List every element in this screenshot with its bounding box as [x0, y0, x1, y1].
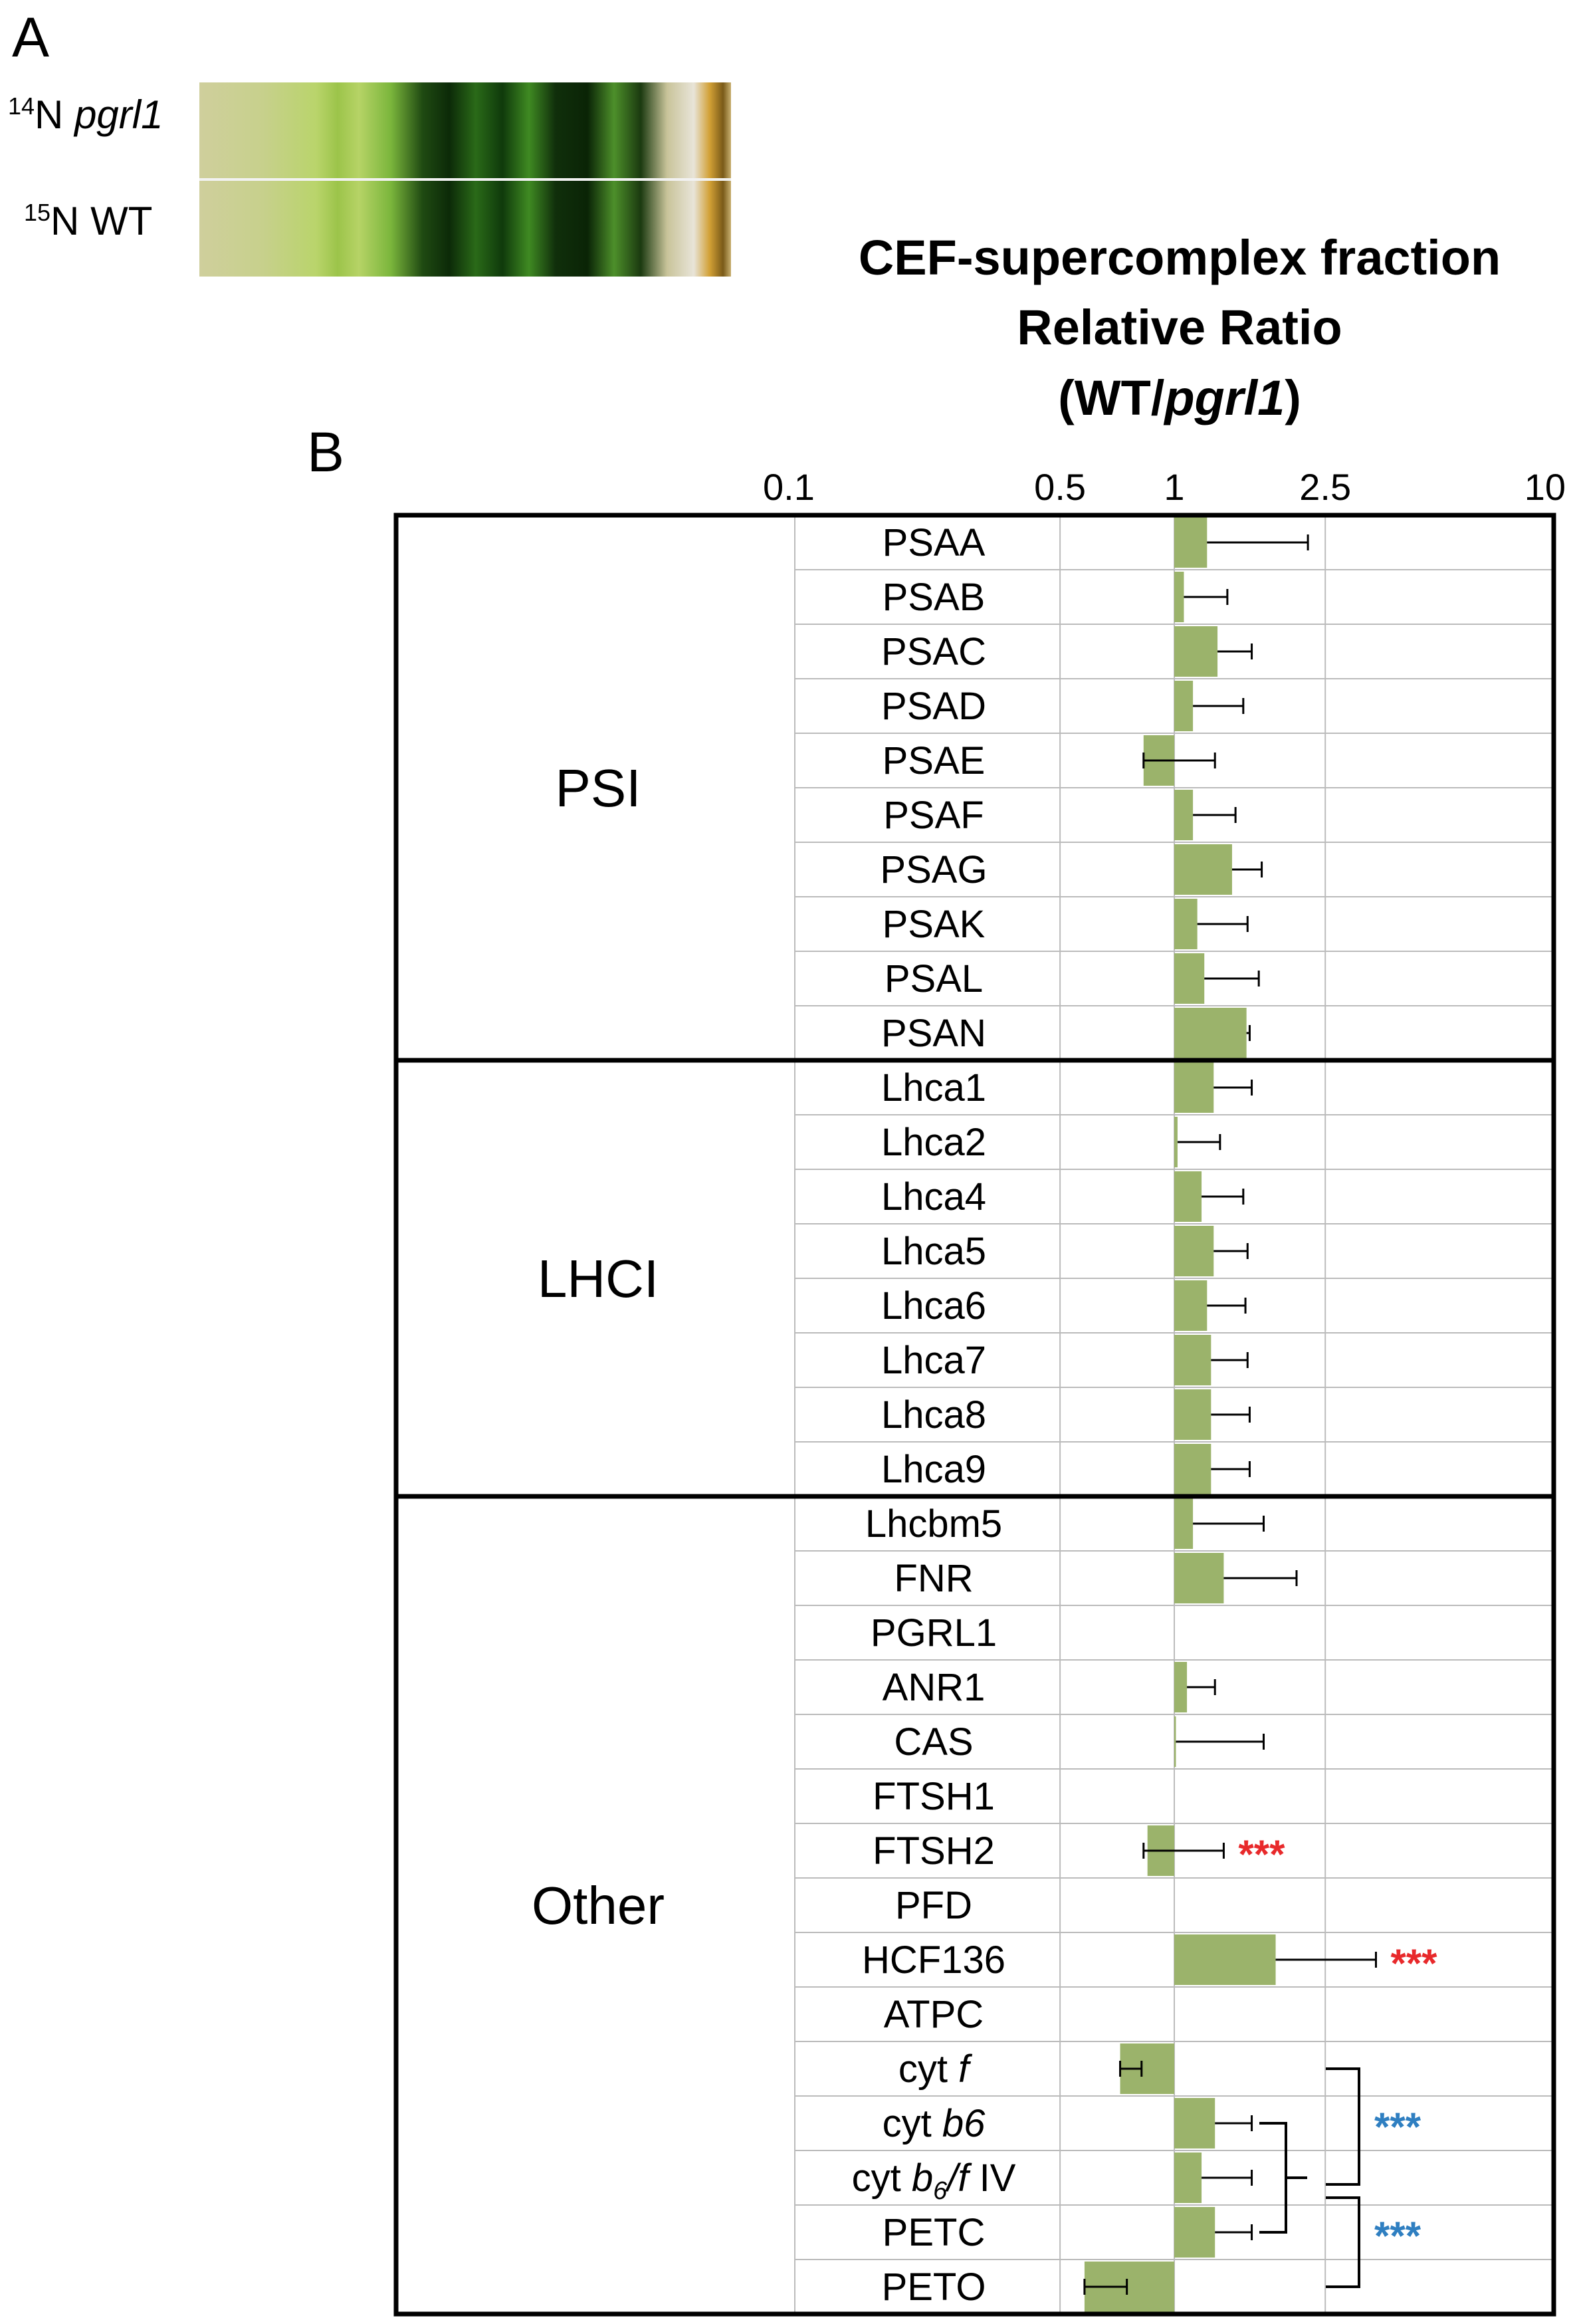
row-label: PSAN [881, 1012, 986, 1055]
x-tick-label: 1 [1164, 466, 1184, 508]
x-tick-label: 10 [1524, 466, 1566, 508]
bar [1174, 2152, 1202, 2203]
genotype-label: WT [90, 199, 153, 243]
row-label: ANR1 [883, 1666, 986, 1709]
row-label: PSAE [883, 739, 986, 782]
bar [1174, 1280, 1208, 1331]
row-label: PSAD [881, 685, 986, 728]
bar [1174, 1117, 1178, 1167]
row-label: Lhcbm5 [865, 1502, 1002, 1546]
row-label: ATPC [884, 1993, 984, 2036]
bracket-upper [1326, 2067, 1360, 2186]
row-label: CAS [894, 1720, 973, 1764]
row-label: PSAC [881, 630, 986, 673]
bar [1174, 953, 1205, 1004]
row-label: Lhca2 [881, 1121, 986, 1164]
chart-title-line3: (WT/pgrl1) [784, 370, 1575, 426]
row-label: PSAK [883, 903, 986, 946]
gel-lane-label-top: 14N pgrl1 [8, 92, 163, 138]
bar [1174, 1553, 1224, 1603]
group-label: Other [532, 1876, 665, 1935]
panel-a-letter: A [12, 6, 50, 68]
chart-title-line2: Relative Ratio [1017, 300, 1342, 355]
bar [1174, 844, 1232, 895]
row-label: Lhca4 [881, 1175, 986, 1219]
row-label: PSAL [885, 957, 983, 1000]
title-italic: pgrl1 [1164, 370, 1285, 425]
significance-stars-blue: *** [1374, 2214, 1421, 2258]
significance-stars: *** [1390, 1941, 1437, 1986]
row-label: Lhca8 [881, 1393, 986, 1437]
bar [1174, 681, 1194, 731]
row-label: Lhca7 [881, 1339, 986, 1382]
significance-stars-blue: *** [1374, 2105, 1421, 2149]
isotope-element: N [51, 199, 80, 243]
row-label: cyt b6/f IV [852, 2156, 1016, 2205]
row-label: FNR [894, 1557, 973, 1600]
group-label: PSI [556, 758, 641, 818]
gel-divider [199, 178, 731, 181]
group-frame [393, 1494, 1556, 2317]
row-label: PETO [882, 2266, 986, 2309]
row-label: PGRL1 [871, 1611, 997, 1655]
row-label: cyt f [898, 2047, 973, 2091]
row-label: FTSH2 [873, 1829, 995, 1873]
isotope-superscript: 15 [24, 199, 51, 226]
bar [1174, 2207, 1215, 2258]
bar [1174, 1444, 1211, 1494]
row-label: cyt b6 [883, 2102, 986, 2145]
bar [1174, 899, 1198, 949]
gel-lane-label-bottom: 15N WT [24, 198, 152, 244]
bar [1174, 1934, 1276, 1985]
chart-title-line1: CEF-supercomplex fraction [858, 230, 1501, 285]
panel-b-letter: B [307, 421, 345, 483]
title-prefix: (WT/ [1058, 370, 1165, 425]
isotope-superscript: 14 [8, 92, 35, 120]
row-label: HCF136 [862, 1938, 1005, 1982]
isotope-element: N [35, 92, 64, 137]
row-label: PSAG [880, 848, 987, 891]
title-suffix: ) [1285, 370, 1301, 425]
genotype-label: pgrl1 [74, 92, 163, 137]
bar [1174, 1335, 1211, 1385]
bar [1174, 626, 1218, 677]
bar [1174, 1498, 1194, 1549]
bar [1174, 1008, 1247, 1058]
row-label: Lhca1 [881, 1066, 986, 1109]
gel-image [199, 82, 731, 178]
row-label: Lhca5 [881, 1230, 986, 1273]
gel-strip-wt [199, 181, 731, 277]
bar [1174, 2098, 1215, 2149]
bracket-inner [1259, 2122, 1287, 2234]
row-label: PSAF [883, 794, 984, 837]
row-label: Lhca6 [881, 1284, 986, 1328]
bar [1174, 1171, 1202, 1222]
x-tick-label: 0.1 [763, 466, 815, 508]
bar [1174, 790, 1194, 840]
x-tick-label: 2.5 [1299, 466, 1351, 508]
gel-strip-pgrl1 [199, 82, 731, 178]
bar [1174, 1226, 1214, 1276]
group-label: LHCI [538, 1249, 659, 1308]
bar [1174, 517, 1208, 568]
row-label: PSAB [883, 576, 986, 619]
row-label: Lhca9 [881, 1448, 986, 1491]
row-label: PETC [883, 2211, 986, 2254]
significance-stars: *** [1238, 1832, 1285, 1877]
row-label: FTSH1 [873, 1775, 995, 1818]
bar [1174, 572, 1184, 622]
bar [1174, 1062, 1214, 1113]
bar [1174, 1716, 1176, 1767]
row-label: PFD [895, 1884, 972, 1927]
bar [1174, 1662, 1188, 1712]
x-tick-label: 0.5 [1034, 466, 1086, 508]
row-label: PSAA [883, 521, 986, 564]
bar [1174, 1389, 1211, 1440]
bracket-lower [1326, 2196, 1360, 2288]
gel-image [199, 181, 731, 277]
